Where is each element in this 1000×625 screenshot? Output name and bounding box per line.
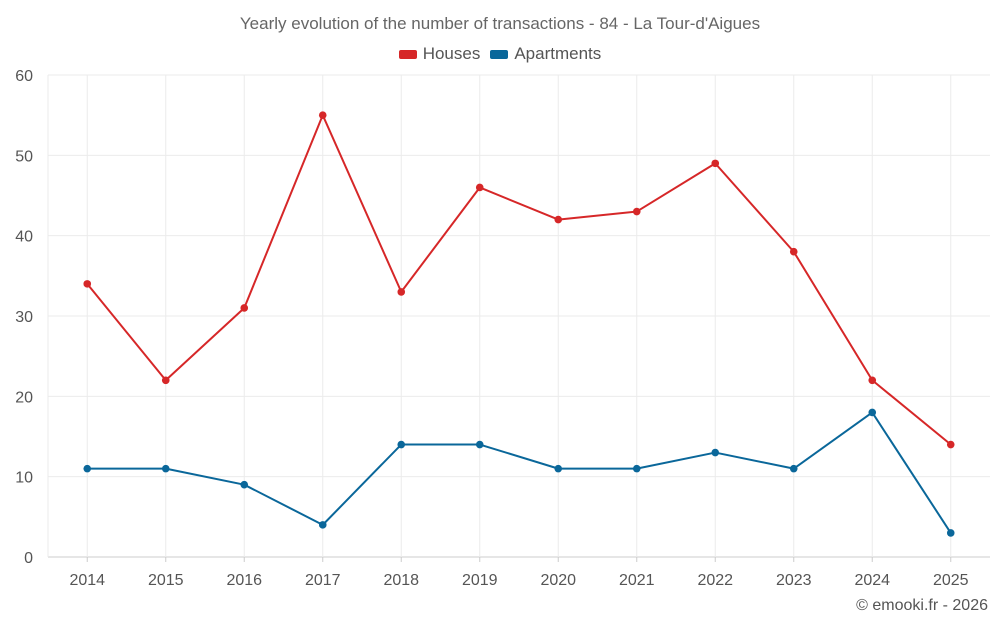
legend-label-apartments: Apartments xyxy=(514,44,602,63)
point-houses-2023 xyxy=(789,247,798,256)
point-apartments-2023 xyxy=(789,464,798,473)
y-tick-label-10: 10 xyxy=(15,470,33,487)
y-tick-label-60: 60 xyxy=(15,68,33,85)
y-tick-label-40: 40 xyxy=(15,229,33,246)
y-tick-label-20: 20 xyxy=(15,389,33,406)
series-group xyxy=(83,111,955,537)
point-houses-2014 xyxy=(83,280,92,288)
series-line-apartments xyxy=(87,411,952,534)
y-tick-label-0: 0 xyxy=(24,550,33,567)
point-houses-2015 xyxy=(161,376,170,385)
x-tick-label-2015: 2015 xyxy=(148,572,184,589)
point-apartments-2019 xyxy=(475,440,484,449)
point-houses-2021 xyxy=(632,207,641,216)
x-tick-label-2023: 2023 xyxy=(776,572,812,589)
legend-item-apartments[interactable]: Apartments xyxy=(490,44,601,64)
x-tick-label-2016: 2016 xyxy=(226,572,262,589)
point-houses-2022 xyxy=(711,159,720,168)
legend: Houses Apartments xyxy=(0,44,1000,64)
x-tick-label-2019: 2019 xyxy=(462,572,498,589)
legend-item-houses[interactable]: Houses xyxy=(398,44,481,64)
y-tick-label-50: 50 xyxy=(15,148,33,165)
point-houses-2016 xyxy=(240,304,249,312)
point-houses-2020 xyxy=(554,215,563,224)
point-houses-2024 xyxy=(868,376,877,385)
grid xyxy=(47,74,990,558)
x-tick-label-2021: 2021 xyxy=(619,572,655,589)
point-houses-2018 xyxy=(397,288,406,296)
point-apartments-2025 xyxy=(946,529,955,537)
point-apartments-2022 xyxy=(711,448,720,457)
legend-label-houses: Houses xyxy=(422,44,481,63)
point-apartments-2018 xyxy=(397,440,406,449)
legend-swatch-houses xyxy=(398,49,417,59)
series-line-houses xyxy=(86,114,952,446)
credit: © emooki.fr - 2026 xyxy=(856,597,988,614)
point-houses-2019 xyxy=(475,183,484,192)
x-axis: 2014 2015 2016 2017 2018 2019 2020 2021 2022 2023… xyxy=(69,557,969,589)
point-apartments-2016 xyxy=(240,480,249,489)
y-tick-label-30: 30 xyxy=(15,309,33,326)
x-tick-label-2018: 2018 xyxy=(383,572,419,589)
legend-swatch-apartments xyxy=(490,49,509,59)
y-axis: 0 10 20 30 40 50 60 xyxy=(15,68,33,567)
point-apartments-2024 xyxy=(868,408,877,417)
x-tick-label-2014: 2014 xyxy=(69,572,105,589)
point-apartments-2021 xyxy=(632,464,641,473)
x-tick-label-2020: 2020 xyxy=(540,572,576,589)
x-tick-label-2022: 2022 xyxy=(697,572,733,589)
point-apartments-2014 xyxy=(83,464,92,473)
x-tick-label-2024: 2024 xyxy=(854,572,890,589)
chart-title: Yearly evolution of the number of transa… xyxy=(239,14,761,33)
point-apartments-2015 xyxy=(161,464,170,473)
point-houses-2017 xyxy=(318,111,327,119)
point-apartments-2020 xyxy=(554,464,563,473)
x-tick-label-2017: 2017 xyxy=(305,572,341,589)
point-apartments-2017 xyxy=(318,521,327,529)
x-tick-label-2025: 2025 xyxy=(933,572,969,589)
point-houses-2025 xyxy=(946,440,955,449)
